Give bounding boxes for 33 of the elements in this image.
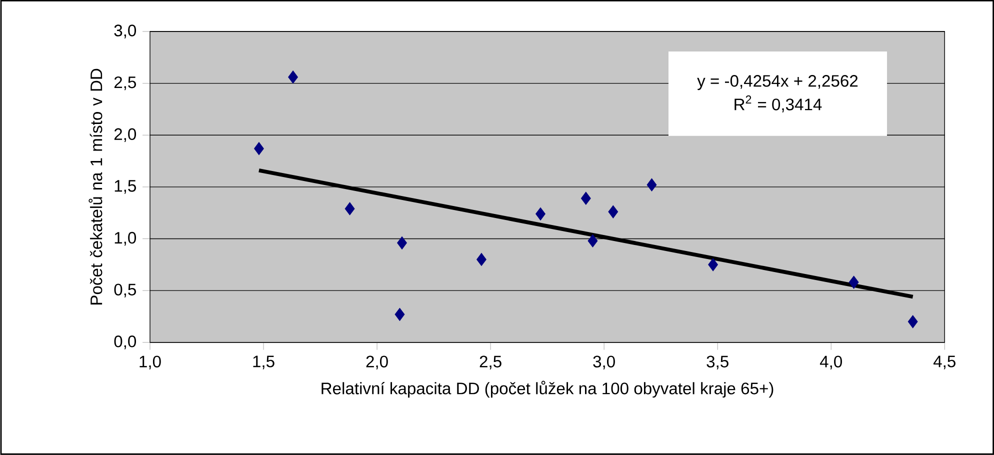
x-tick-label: 2,0 bbox=[366, 356, 388, 370]
point bbox=[608, 205, 618, 218]
point bbox=[646, 178, 657, 192]
annotation: R$^{2}$ = 0,3414 bbox=[734, 95, 822, 112]
x-tick-label: 4,0 bbox=[820, 356, 842, 370]
point bbox=[708, 258, 718, 272]
point bbox=[394, 308, 405, 321]
y-tick-label: 0,0 bbox=[114, 335, 136, 350]
point bbox=[848, 276, 859, 289]
annotation: y = -0,4254x + 2,2562 bbox=[697, 74, 858, 90]
point bbox=[254, 142, 264, 155]
x-axis-title: Relativní kapacita DD (počet lůžek na 100 obyvatel kraje 65+) bbox=[322, 380, 774, 398]
x-tick-label: 1,5 bbox=[253, 356, 274, 370]
point bbox=[344, 202, 355, 216]
y-tick-label: 1,5 bbox=[114, 180, 136, 194]
x-tick-label: 4,5 bbox=[933, 356, 956, 370]
x-tick-label: 3,0 bbox=[593, 356, 615, 370]
y-tick-label: 3,0 bbox=[114, 24, 136, 38]
point bbox=[588, 234, 598, 248]
y-tick-label: 0,5 bbox=[114, 284, 136, 298]
y-tick-label: 2,5 bbox=[114, 76, 136, 90]
y-axis-title: Počet čekatelů na 1 místo v DD bbox=[88, 68, 102, 304]
y-tick-label: 1,0 bbox=[114, 232, 136, 246]
point bbox=[580, 192, 591, 205]
point bbox=[288, 70, 298, 84]
x-tick-label: 2,5 bbox=[480, 356, 502, 370]
y-tick-label: 2,0 bbox=[114, 128, 136, 142]
point bbox=[908, 315, 918, 328]
point bbox=[476, 252, 486, 266]
x-tick-label: 1,0 bbox=[140, 356, 161, 370]
point bbox=[536, 207, 546, 220]
point bbox=[397, 236, 407, 250]
x-tick-label: 3,5 bbox=[706, 356, 728, 370]
